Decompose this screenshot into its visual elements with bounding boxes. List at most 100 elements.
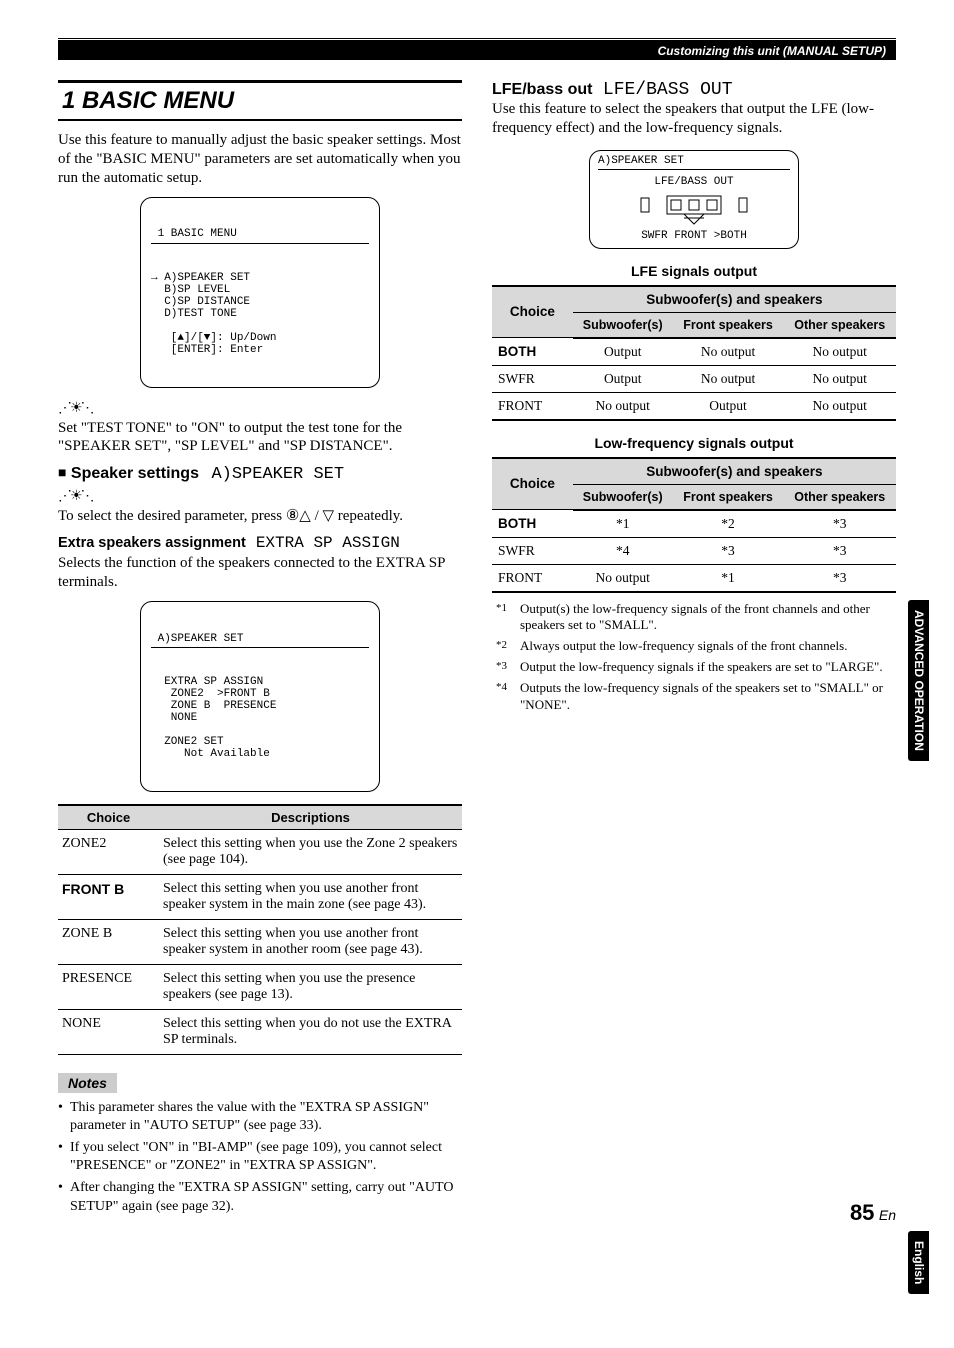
table-row: FRONTNo output*1*3: [492, 564, 896, 592]
choice-description-table: Choice Descriptions ZONE2Select this set…: [58, 804, 462, 1055]
cell-value: No output: [673, 365, 784, 392]
left-column: 1 BASIC MENU Use this feature to manuall…: [58, 80, 462, 1220]
hint-icon: ⋰☀⋱: [58, 400, 462, 417]
page-num-value: 85: [850, 1200, 874, 1225]
header-bar: Customizing this unit (MANUAL SETUP): [58, 40, 896, 60]
th-choice: Choice: [492, 458, 573, 510]
th-other: Other speakers: [783, 312, 896, 338]
lcd-title: A)SPEAKER SET: [151, 633, 369, 648]
footnote-mark: *3: [496, 659, 507, 673]
page-num-suffix: En: [879, 1207, 896, 1223]
speaker-settings-label: Speaker settings: [71, 465, 199, 482]
cell-choice: FRONT B: [58, 874, 159, 919]
footnote-text: Always output the low-frequency signals …: [520, 638, 847, 653]
th-sub: Subwoofer(s): [573, 312, 673, 338]
cell-value: *4: [573, 537, 673, 564]
hint-icon: ⋰☀⋱: [58, 488, 462, 505]
table-row: FRONT BSelect this setting when you use …: [58, 874, 462, 919]
th-desc: Descriptions: [159, 805, 462, 830]
lcd-title: 1 BASIC MENU: [151, 228, 369, 243]
cell-value: Output: [673, 392, 784, 420]
cell-value: *2: [673, 510, 784, 538]
th-sub: Subwoofer(s): [573, 484, 673, 510]
section-title: 1 BASIC MENU: [58, 80, 462, 121]
footnote-text: Output the low-frequency signals if the …: [520, 659, 883, 674]
cell-value: *3: [673, 537, 784, 564]
cell-choice: SWFR: [492, 537, 573, 564]
cell-choice: BOTH: [492, 338, 573, 366]
intro-paragraph: Use this feature to manually adjust the …: [58, 131, 462, 187]
cell-choice: BOTH: [492, 510, 573, 538]
notes-label: Notes: [58, 1073, 117, 1093]
footnote: *3Output the low-frequency signals if th…: [520, 659, 896, 676]
tip-text-1: Set "TEST TONE" to "ON" to output the te…: [58, 419, 462, 457]
side-tabs: ADVANCED OPERATION English: [908, 600, 944, 1294]
cell-desc: Select this setting when you do not use …: [159, 1009, 462, 1054]
footnotes: *1 Output(s) the low-frequency signals of…: [492, 601, 896, 714]
lcd-opts: SWFR FRONT >BOTH: [598, 230, 790, 242]
th-choice: Choice: [58, 805, 159, 830]
lcd-body: → A)SPEAKER SET B)SP LEVEL C)SP DISTANCE…: [151, 272, 369, 357]
page-container: Customizing this unit (MANUAL SETUP) 1 B…: [0, 0, 954, 1250]
cell-desc: Select this setting when you use the Zon…: [159, 829, 462, 874]
cell-value: No output: [573, 564, 673, 592]
header-text: Customizing this unit (MANUAL SETUP): [658, 44, 886, 58]
cell-choice: NONE: [58, 1009, 159, 1054]
lcd-basic-menu: 1 BASIC MENU → A)SPEAKER SET B)SP LEVEL …: [140, 197, 380, 387]
cell-desc: Select this setting when you use the pre…: [159, 964, 462, 1009]
footnote-text: Output(s) the low-frequency signals of t…: [520, 601, 870, 633]
cell-value: *3: [783, 510, 896, 538]
cell-value: *1: [573, 510, 673, 538]
th-span: Subwoofer(s) and speakers: [573, 458, 896, 485]
footnote-mark: *1: [496, 601, 507, 615]
lcd-body: EXTRA SP ASSIGN ZONE2 >FRONT B ZONE B PR…: [151, 676, 369, 761]
note-item: This parameter shares the value with the…: [58, 1099, 462, 1135]
th-span: Subwoofer(s) and speakers: [573, 286, 896, 313]
speaker-settings-lcd: A)SPEAKER SET: [211, 465, 344, 484]
notes-list: This parameter shares the value with the…: [58, 1099, 462, 1216]
right-column: LFE/bass out LFE/BASS OUT Use this featu…: [492, 80, 896, 1220]
page-number: 85 En: [850, 1200, 896, 1226]
table-row: BOTHOutputNo outputNo output: [492, 338, 896, 366]
extra-lcd: EXTRA SP ASSIGN: [256, 534, 400, 552]
footnote: *4Outputs the low-frequency signals of t…: [520, 680, 896, 714]
cell-choice: ZONE B: [58, 919, 159, 964]
footnote-mark: *2: [496, 638, 507, 652]
footnote: *2Always output the low-frequency signal…: [520, 638, 896, 655]
speaker-settings-heading: ■ Speaker settings A)SPEAKER SET: [58, 464, 462, 484]
lfe-signals-table: Choice Subwoofer(s) and speakers Subwoof…: [492, 285, 896, 421]
extra-sp-heading: Extra speakers assignment EXTRA SP ASSIG…: [58, 534, 462, 552]
th-other: Other speakers: [783, 484, 896, 510]
speaker-layout-icon: [639, 192, 749, 226]
th-choice: Choice: [492, 286, 573, 338]
square-bullet-icon: ■: [58, 464, 66, 480]
table-row: FRONTNo outputOutputNo output: [492, 392, 896, 420]
lfe-table-title: LFE signals output: [492, 263, 896, 279]
lowfreq-signals-table: Choice Subwoofer(s) and speakers Subwoof…: [492, 457, 896, 593]
cell-value: No output: [783, 338, 896, 366]
lcd-title: A)SPEAKER SET: [598, 155, 790, 170]
lfe-desc: Use this feature to select the speakers …: [492, 100, 896, 138]
table-row: PRESENCESelect this setting when you use…: [58, 964, 462, 1009]
lowfreq-table-title: Low-frequency signals output: [492, 435, 896, 451]
table-row: BOTH*1*2*3: [492, 510, 896, 538]
table-row: ZONE2Select this setting when you use th…: [58, 829, 462, 874]
tab-advanced-operation: ADVANCED OPERATION: [908, 600, 929, 761]
cell-choice: PRESENCE: [58, 964, 159, 1009]
extra-label: Extra speakers assignment: [58, 535, 246, 551]
cell-choice: FRONT: [492, 564, 573, 592]
cell-value: No output: [673, 338, 784, 366]
table-row: NONESelect this setting when you do not …: [58, 1009, 462, 1054]
cell-value: No output: [783, 392, 896, 420]
cell-choice: SWFR: [492, 365, 573, 392]
tip-text-2: To select the desired parameter, press ⑧…: [58, 507, 462, 526]
lfe-label: LFE/bass out: [492, 81, 592, 98]
cell-desc: Select this setting when you use another…: [159, 919, 462, 964]
cell-value: *3: [783, 537, 896, 564]
lcd-lfe: A)SPEAKER SET LFE/BASS OUT SWFR FRONT >B…: [589, 150, 799, 249]
table-row: SWFR*4*3*3: [492, 537, 896, 564]
table-row: SWFROutputNo outputNo output: [492, 365, 896, 392]
cell-value: Output: [573, 338, 673, 366]
footnote-text: Outputs the low-frequency signals of the…: [520, 680, 883, 712]
lcd-sub: LFE/BASS OUT: [598, 176, 790, 188]
